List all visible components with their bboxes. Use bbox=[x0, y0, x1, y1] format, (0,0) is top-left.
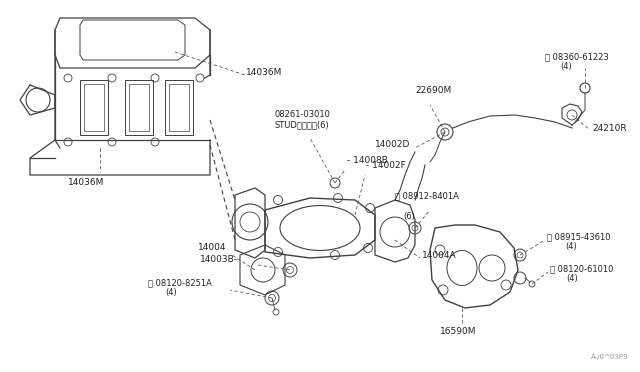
Text: (4): (4) bbox=[165, 288, 177, 297]
Text: Ⓢ 08360-61223: Ⓢ 08360-61223 bbox=[545, 52, 609, 61]
Text: Ⓝ 08912-8401A: Ⓝ 08912-8401A bbox=[395, 191, 459, 200]
Text: 14036M: 14036M bbox=[68, 178, 104, 187]
Text: 14004A: 14004A bbox=[422, 250, 456, 260]
Text: 14003B-: 14003B- bbox=[200, 256, 238, 264]
Text: STUDスタッド(6): STUDスタッド(6) bbox=[275, 120, 330, 129]
Text: (6): (6) bbox=[403, 212, 415, 221]
Text: Ⓑ 08120-61010: Ⓑ 08120-61010 bbox=[550, 264, 613, 273]
Text: A-/0^03P9: A-/0^03P9 bbox=[591, 354, 628, 360]
Text: 14036M: 14036M bbox=[246, 67, 282, 77]
Text: Ⓑ 08120-8251A: Ⓑ 08120-8251A bbox=[148, 278, 212, 287]
Text: (4): (4) bbox=[566, 274, 578, 283]
Text: 22690M: 22690M bbox=[415, 86, 451, 95]
Text: Ⓥ 08915-43610: Ⓥ 08915-43610 bbox=[547, 232, 611, 241]
Text: 16590M: 16590M bbox=[440, 327, 477, 336]
Text: (4): (4) bbox=[560, 62, 572, 71]
Text: 14004: 14004 bbox=[198, 243, 227, 251]
Text: 14002D: 14002D bbox=[375, 140, 410, 148]
Text: - 14002F: - 14002F bbox=[366, 161, 406, 170]
Text: (4): (4) bbox=[565, 242, 577, 251]
Text: - 14008B: - 14008B bbox=[347, 156, 388, 165]
Text: 08261-03010: 08261-03010 bbox=[275, 110, 331, 119]
Text: 24210R: 24210R bbox=[592, 124, 627, 132]
